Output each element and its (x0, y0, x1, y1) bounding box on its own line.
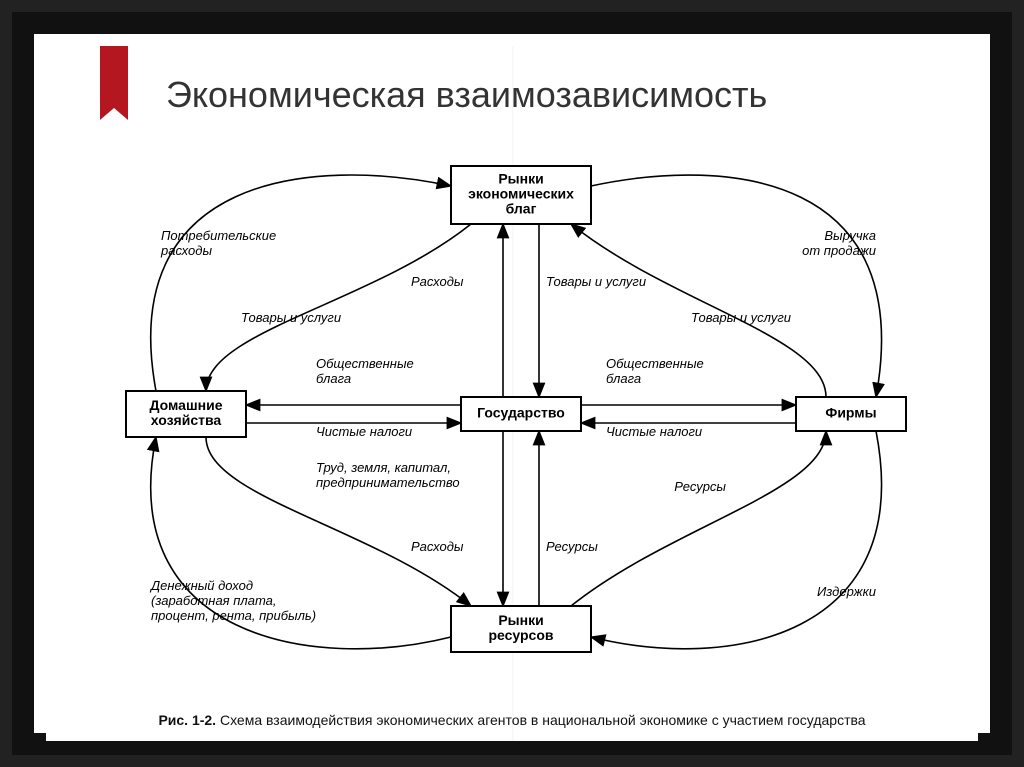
svg-text:(заработная плата,: (заработная плата, (151, 593, 276, 608)
svg-text:Товары и услуги: Товары и услуги (546, 274, 646, 289)
svg-text:ресурсов: ресурсов (488, 627, 553, 643)
svg-text:Ресурсы: Ресурсы (546, 539, 598, 554)
svg-text:Выручка: Выручка (824, 228, 876, 243)
economic-flow-diagram: РынкиэкономическихблагДомашниехозяйстваГ… (106, 136, 926, 696)
svg-text:Рынки: Рынки (498, 612, 543, 628)
outer-frame: Экономическая взаимозависимость Рынкиэко… (12, 12, 1012, 755)
svg-text:Потребительские: Потребительские (161, 228, 276, 243)
svg-text:процент, рента, прибыль): процент, рента, прибыль) (151, 608, 316, 623)
svg-text:Расходы: Расходы (411, 539, 464, 554)
svg-text:предпринимательство: предпринимательство (316, 475, 460, 490)
svg-text:Издержки: Издержки (817, 584, 876, 599)
svg-text:Денежный доход: Денежный доход (149, 578, 253, 593)
svg-text:Товары и услуги: Товары и услуги (241, 310, 341, 325)
bookmark-ribbon (100, 46, 128, 108)
svg-text:расходы: расходы (160, 243, 212, 258)
svg-text:Чистые налоги: Чистые налоги (316, 424, 412, 439)
caption-text: Схема взаимодействия экономических агент… (220, 712, 866, 728)
svg-text:хозяйства: хозяйства (151, 412, 222, 428)
svg-text:блага: блага (316, 371, 351, 386)
svg-text:Расходы: Расходы (411, 274, 464, 289)
svg-text:Ресурсы: Ресурсы (674, 479, 726, 494)
svg-text:Рынки: Рынки (498, 171, 543, 187)
svg-text:экономических: экономических (468, 186, 574, 202)
book-page: Экономическая взаимозависимость Рынкиэко… (46, 46, 978, 741)
page-title: Экономическая взаимозависимость (166, 74, 767, 116)
svg-text:Государство: Государство (477, 405, 565, 421)
svg-text:Общественные: Общественные (316, 356, 414, 371)
svg-text:Чистые налоги: Чистые налоги (606, 424, 702, 439)
svg-text:Фирмы: Фирмы (825, 405, 876, 421)
svg-text:Общественные: Общественные (606, 356, 704, 371)
figure-caption: Рис. 1-2. Схема взаимодействия экономиче… (46, 712, 978, 728)
svg-text:благ: благ (506, 201, 537, 217)
svg-text:от продажи: от продажи (802, 243, 876, 258)
svg-text:Домашние: Домашние (150, 397, 223, 413)
svg-text:блага: блага (606, 371, 641, 386)
svg-text:Труд, земля, капитал,: Труд, земля, капитал, (316, 460, 451, 475)
svg-text:Товары и услуги: Товары и услуги (691, 310, 791, 325)
caption-prefix: Рис. 1-2. (158, 712, 216, 728)
